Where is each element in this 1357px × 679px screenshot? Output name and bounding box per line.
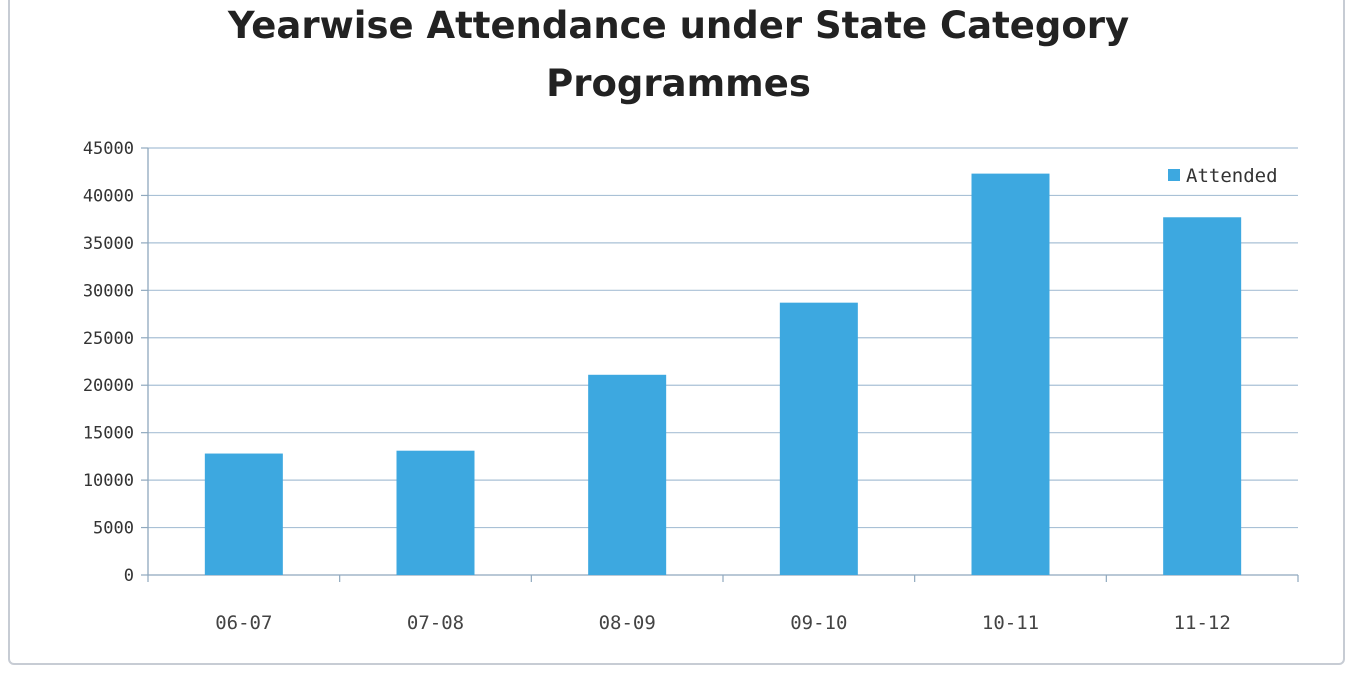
x-tick-labels: 06-07 07-08 08-09 09-10 10-11 11-12 bbox=[215, 612, 1231, 634]
y-tick-label: 15000 bbox=[83, 424, 134, 444]
x-tick-label: 09-10 bbox=[790, 612, 847, 634]
bar-08-09 bbox=[588, 374, 667, 575]
chart-title-line-1: Yearwise Attendance under State Category bbox=[227, 4, 1130, 47]
bar-10-11 bbox=[971, 173, 1050, 575]
x-tick-label: 07-08 bbox=[407, 612, 464, 634]
bar-07-08 bbox=[396, 450, 475, 575]
chart-title-line-2: Programmes bbox=[546, 62, 811, 105]
y-tick-label: 45000 bbox=[83, 139, 134, 159]
x-tick-label: 06-07 bbox=[215, 612, 272, 634]
x-tick-label: 11-12 bbox=[1174, 612, 1231, 634]
y-tick-label: 35000 bbox=[83, 234, 134, 254]
y-tick-label: 5000 bbox=[93, 519, 134, 539]
y-tick-label: 30000 bbox=[83, 281, 134, 301]
gridlines bbox=[148, 147, 1298, 529]
y-tick-label: 20000 bbox=[83, 376, 134, 396]
y-tick-labels: 0 5000 10000 15000 20000 25000 30000 35000 40000… bbox=[83, 139, 134, 586]
chart-title-text: Yearwise Attendance under State Category… bbox=[0, 0, 1357, 113]
y-tick-label: 10000 bbox=[83, 471, 134, 491]
chart-title: Yearwise Attendance under State Category… bbox=[0, 0, 1357, 113]
legend-label: Attended bbox=[1186, 165, 1278, 187]
bar-11-12 bbox=[1163, 217, 1242, 575]
legend: Attended bbox=[1168, 165, 1278, 187]
bar-06-07 bbox=[204, 453, 283, 575]
x-tick-label: 08-09 bbox=[599, 612, 656, 634]
axes bbox=[141, 147, 1299, 582]
y-tick-label: 25000 bbox=[83, 329, 134, 349]
legend-swatch bbox=[1168, 169, 1180, 181]
bar-09-10 bbox=[779, 302, 858, 575]
bars bbox=[204, 173, 1242, 575]
y-tick-label: 0 bbox=[124, 566, 134, 586]
x-tick-label: 10-11 bbox=[982, 612, 1039, 634]
y-tick-label: 40000 bbox=[83, 186, 134, 206]
